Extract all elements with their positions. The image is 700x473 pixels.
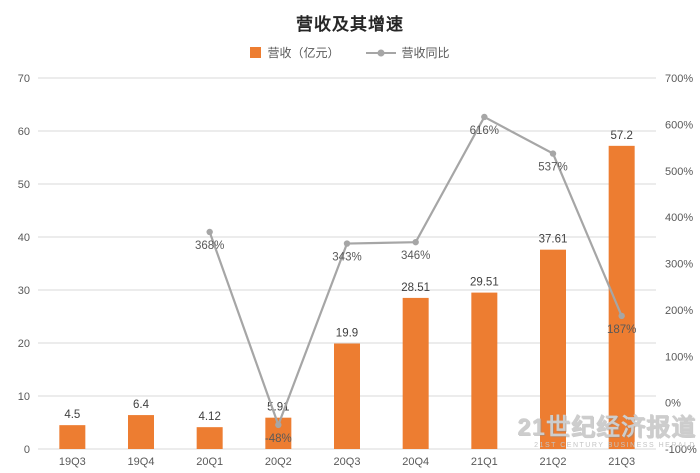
left-axis-tick: 30 (18, 285, 30, 297)
bar (471, 292, 498, 449)
bar-value-label: 6.4 (133, 399, 150, 411)
line-marker-icon (481, 113, 488, 121)
category-label: 21Q2 (540, 456, 567, 468)
bar-value-label: 4.12 (198, 411, 220, 423)
right-axis-tick: 300% (665, 259, 693, 271)
bar (334, 343, 360, 449)
line-value-label: 616% (470, 125, 499, 137)
category-label: 20Q2 (265, 456, 292, 468)
line-legend-swatch-icon (365, 49, 396, 56)
left-axis-tick: 60 (18, 126, 30, 138)
line-marker-icon (549, 150, 557, 157)
line-value-label: 537% (538, 162, 567, 174)
right-axis-tick: 400% (665, 212, 693, 224)
right-axis-tick: 500% (665, 166, 693, 178)
category-label: 21Q1 (471, 456, 498, 468)
line-marker-icon (343, 240, 351, 247)
bar-value-label: 4.5 (64, 409, 80, 421)
bar-value-label: 28.51 (401, 282, 430, 294)
right-axis-tick: -100% (665, 444, 697, 456)
chart-title: 营收及其增速 (296, 15, 404, 34)
right-axis-tick: 200% (665, 305, 693, 317)
line-legend-marker-icon (377, 49, 384, 56)
right-axis-tick: 700% (665, 73, 693, 85)
category-label: 19Q4 (128, 456, 155, 468)
right-axis-tick: 600% (665, 119, 693, 131)
bar-value-label: 37.61 (539, 234, 568, 246)
line-marker-icon (275, 421, 282, 429)
left-axis-tick: 70 (18, 73, 30, 85)
legend-item-revenue: 营收（亿元） (250, 44, 340, 61)
line-marker-icon (412, 238, 419, 246)
line-value-label: -48% (265, 433, 292, 445)
bar (128, 415, 154, 449)
line-value-label: 343% (332, 252, 361, 264)
bar-value-label: 57.2 (610, 130, 632, 142)
line-value-label: 346% (401, 250, 430, 262)
bar (608, 145, 635, 449)
category-label: 20Q3 (334, 456, 361, 468)
line-value-label: 368% (195, 240, 224, 252)
category-label: 20Q1 (196, 456, 223, 468)
right-axis-tick: 100% (665, 351, 693, 363)
bar-value-label: 29.51 (470, 277, 499, 289)
bar (196, 427, 223, 449)
legend-label-yoy: 营收同比 (401, 46, 450, 60)
bar-legend-swatch-icon (250, 47, 262, 58)
legend-item-yoy: 营收同比 (365, 44, 450, 61)
bar (402, 297, 429, 449)
left-axis-tick: 0 (24, 444, 30, 456)
left-axis-tick: 40 (18, 232, 30, 244)
left-axis-tick: 20 (18, 338, 30, 350)
category-label: 20Q4 (402, 456, 429, 468)
line-marker-icon (618, 312, 625, 320)
legend-label-revenue: 营收（亿元） (267, 46, 340, 60)
left-axis-tick: 50 (18, 179, 30, 191)
chart-legend: 营收（亿元） 营收同比 (0, 44, 700, 61)
right-axis-tick: 0% (665, 398, 681, 410)
line-value-label: 187% (607, 324, 636, 336)
line-marker-icon (206, 228, 213, 236)
category-label: 21Q3 (608, 456, 635, 468)
bar-value-label: 19.9 (336, 328, 358, 340)
bar (59, 425, 86, 449)
bar (540, 249, 566, 449)
category-label: 19Q3 (59, 456, 86, 468)
left-axis-tick: 10 (18, 391, 30, 403)
